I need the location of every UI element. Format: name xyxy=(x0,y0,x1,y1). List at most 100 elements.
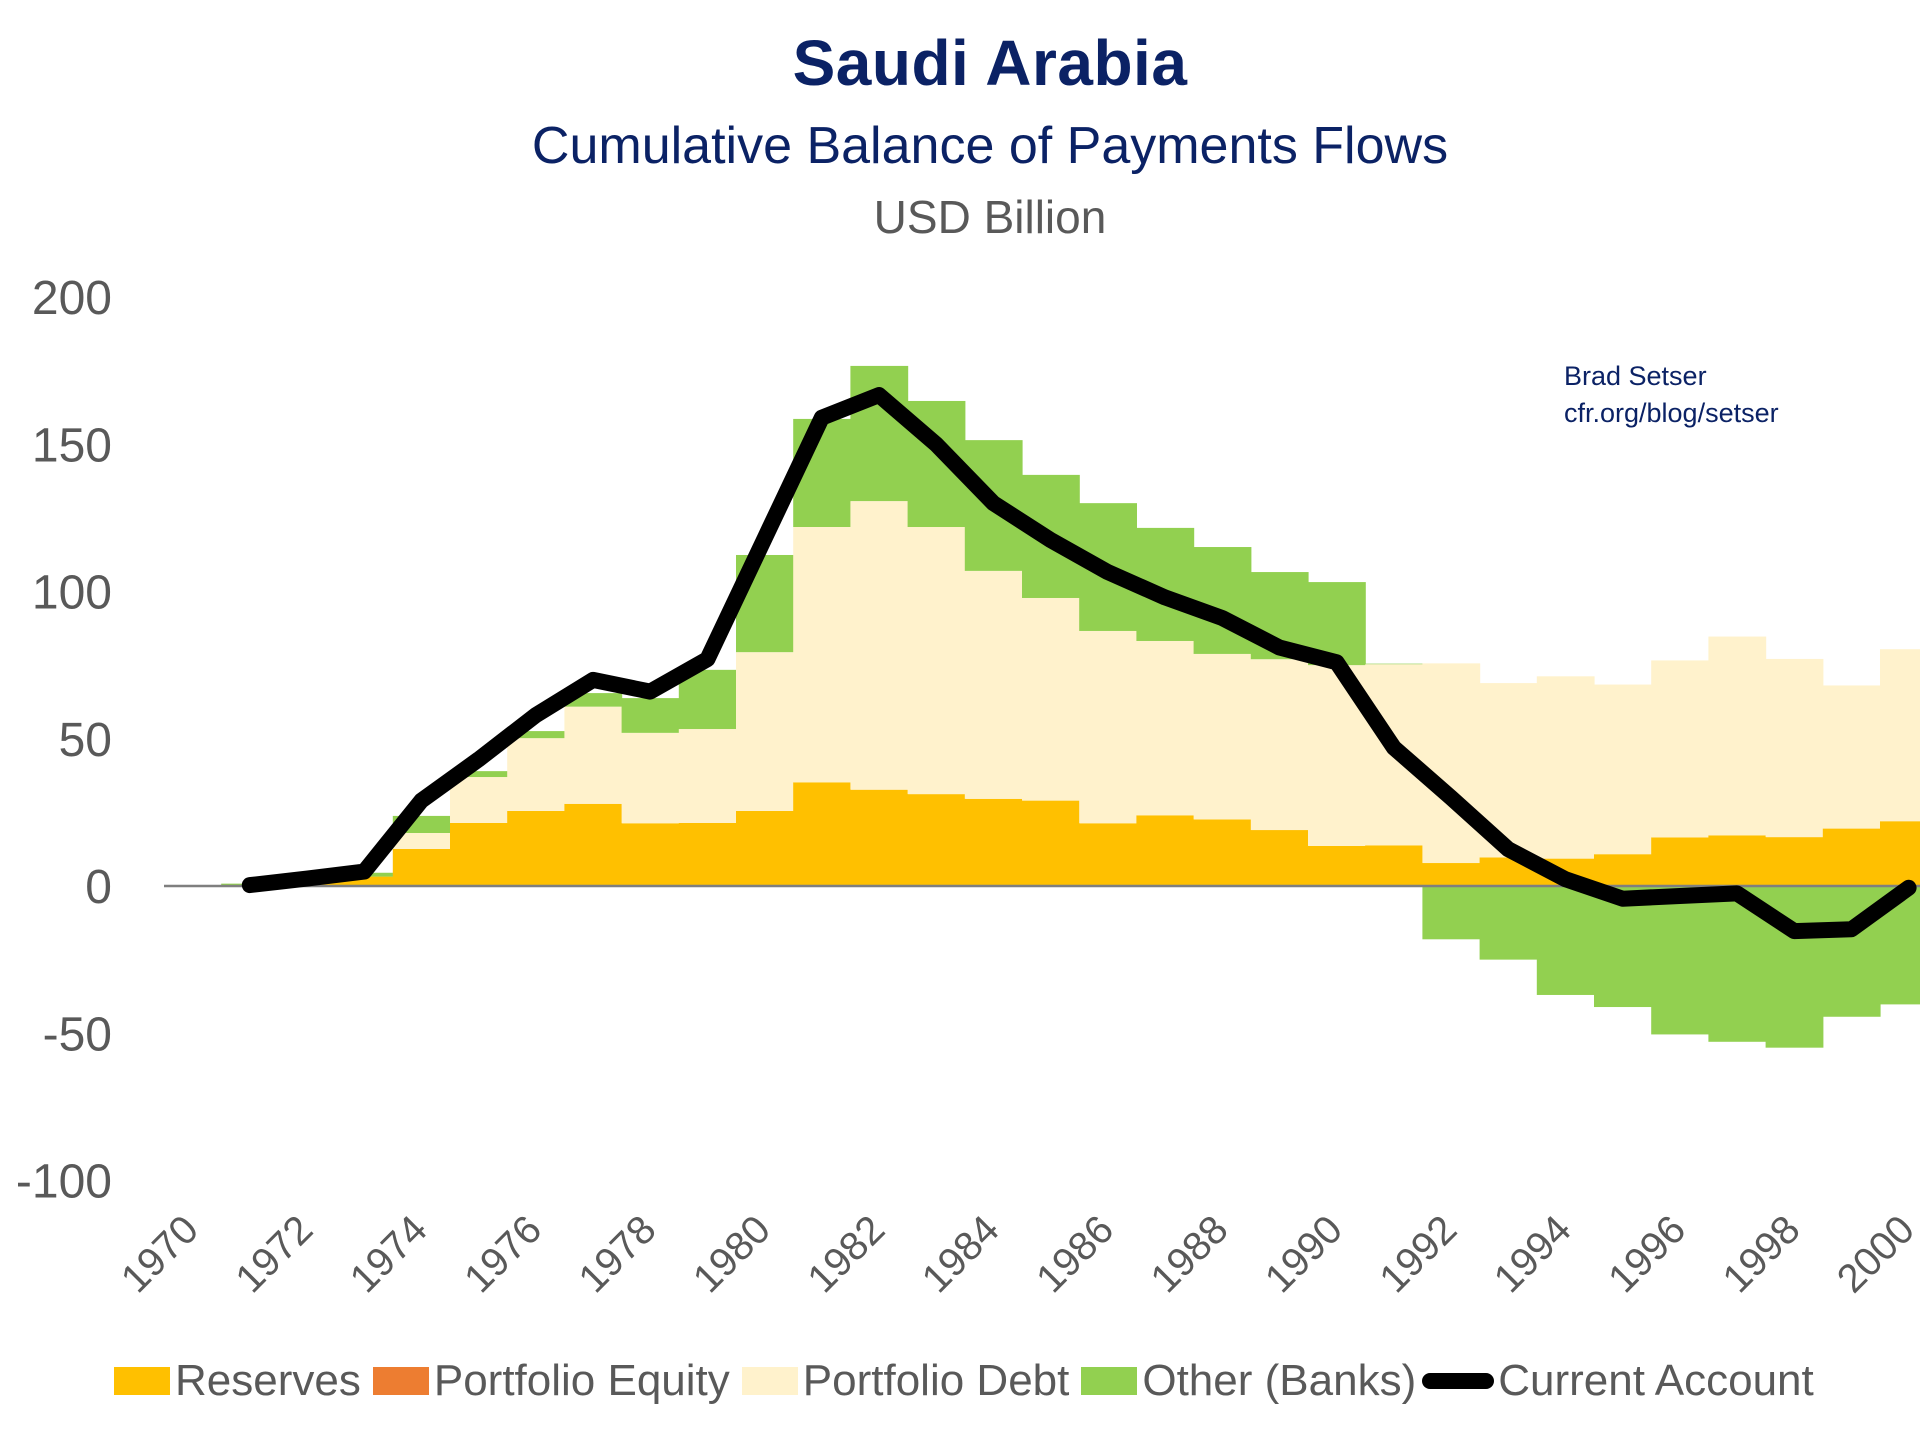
y-axis: 200 150 100 50 0 -50 -100 xyxy=(16,272,112,1209)
bar-reserves-1975 xyxy=(450,822,508,886)
legend-item-portfolio-debt[interactable]: Portfolio Debt xyxy=(741,1356,1070,1406)
y-tick-label: 100 xyxy=(32,567,112,620)
current-account-line xyxy=(241,387,1917,940)
x-axis: 1970 1972 1974 1976 1978 1980 1982 1984 1986 1988… xyxy=(113,1207,1920,1301)
bar-reserves-1974 xyxy=(392,848,451,886)
bar-reserves-1987 xyxy=(1136,815,1195,886)
legend-item-other-banks[interactable]: Other (Banks) xyxy=(1081,1356,1416,1406)
bar-reserves-1981 xyxy=(793,782,851,886)
bar-other-banks-1979 xyxy=(678,669,737,730)
chart-units: USD Billion xyxy=(873,191,1107,243)
x-tick-label: 1980 xyxy=(685,1207,779,1301)
bar-portfolio-debt-1984 xyxy=(964,570,1023,799)
bar-portfolio-debt-1987 xyxy=(1136,640,1195,816)
bar-reserves-1986 xyxy=(1079,823,1137,886)
bars-layer xyxy=(221,365,1920,1048)
x-tick-label: 1974 xyxy=(342,1207,436,1301)
legend-item-portfolio-equity[interactable]: Portfolio Equity xyxy=(372,1356,730,1406)
bar-reserves-1997 xyxy=(1708,835,1767,886)
current-account-layer xyxy=(241,387,1917,940)
bar-reserves-1990 xyxy=(1308,845,1366,886)
legend-swatch-reserves xyxy=(114,1367,170,1395)
bar-portfolio-debt-2000 xyxy=(1880,649,1920,822)
bar-other-banks-1975 xyxy=(450,771,508,778)
legend-label: Portfolio Equity xyxy=(433,1356,730,1405)
bar-other-banks-1993 xyxy=(1479,886,1538,960)
bar-portfolio-debt-1998 xyxy=(1765,658,1824,838)
legend-label: Current Account xyxy=(1498,1356,1814,1405)
x-tick-label: 1988 xyxy=(1143,1207,1237,1301)
bar-reserves-1991 xyxy=(1365,845,1423,886)
legend-label: Reserves xyxy=(175,1356,361,1405)
bar-reserves-1999 xyxy=(1822,828,1881,886)
y-tick-label: 0 xyxy=(85,861,112,914)
bar-reserves-1980 xyxy=(736,810,794,886)
x-tick-label: 1970 xyxy=(113,1207,207,1301)
bar-portfolio-debt-1985 xyxy=(1022,597,1080,801)
legend-swatch-portfolio-debt xyxy=(741,1367,798,1395)
credit-url: cfr.org/blog/setser xyxy=(1564,398,1779,428)
bar-reserves-1983 xyxy=(907,794,966,886)
bar-portfolio-debt-1995 xyxy=(1594,684,1652,855)
x-tick-label: 1998 xyxy=(1715,1207,1809,1301)
bar-portfolio-debt-1988 xyxy=(1193,653,1252,820)
y-tick-label: -50 xyxy=(43,1008,112,1061)
x-tick-label: 1982 xyxy=(799,1207,893,1301)
bar-portfolio-debt-1977 xyxy=(564,706,623,804)
bar-portfolio-debt-1997 xyxy=(1708,636,1767,836)
legend-swatch-other-banks xyxy=(1081,1367,1138,1395)
x-tick-label: 1990 xyxy=(1257,1207,1351,1301)
bar-portfolio-debt-1983 xyxy=(907,527,966,795)
bar-reserves-1992 xyxy=(1422,863,1481,886)
bar-portfolio-debt-1976 xyxy=(507,738,565,811)
bar-reserves-1989 xyxy=(1250,830,1309,886)
bar-portfolio-debt-1979 xyxy=(678,729,737,823)
y-tick-label: 50 xyxy=(59,714,112,767)
bar-reserves-1988 xyxy=(1193,819,1252,886)
legend-label: Other (Banks) xyxy=(1142,1356,1417,1405)
y-tick-label: 150 xyxy=(32,419,112,472)
bar-other-banks-1996 xyxy=(1651,886,1709,1035)
bar-portfolio-debt-1989 xyxy=(1250,659,1309,831)
bar-portfolio-debt-1980 xyxy=(736,652,794,811)
bar-reserves-1998 xyxy=(1765,837,1824,886)
chart-title: Saudi Arabia xyxy=(792,27,1188,99)
bar-other-banks-1992 xyxy=(1422,886,1481,940)
bar-other-banks-1978 xyxy=(621,698,680,733)
bar-portfolio-debt-1974 xyxy=(392,832,451,849)
x-tick-label: 2000 xyxy=(1829,1207,1920,1301)
x-tick-label: 1972 xyxy=(227,1207,321,1301)
x-tick-label: 1976 xyxy=(456,1207,550,1301)
legend-item-reserves[interactable]: Reserves xyxy=(114,1356,361,1406)
bar-portfolio-debt-1996 xyxy=(1651,660,1709,838)
x-tick-label: 1978 xyxy=(571,1207,665,1301)
bar-reserves-1982 xyxy=(850,789,909,886)
bar-reserves-1978 xyxy=(621,823,680,886)
x-tick-label: 1986 xyxy=(1028,1207,1122,1301)
legend: Reserves Portfolio Equity Portfolio Debt… xyxy=(114,1356,1826,1406)
y-tick-label: -100 xyxy=(16,1156,112,1209)
bar-reserves-1977 xyxy=(564,803,623,886)
bar-portfolio-debt-1992 xyxy=(1422,663,1481,864)
bar-other-banks-1991 xyxy=(1365,663,1423,665)
bar-portfolio-debt-1975 xyxy=(450,777,508,823)
bar-reserves-1976 xyxy=(507,810,565,886)
bar-reserves-1973 xyxy=(335,876,394,886)
bar-reserves-1985 xyxy=(1022,800,1080,887)
bar-reserves-1995 xyxy=(1594,854,1652,886)
bar-other-banks-1976 xyxy=(507,731,565,739)
legend-label: Portfolio Debt xyxy=(802,1356,1070,1405)
bar-reserves-1979 xyxy=(678,822,737,886)
y-tick-label: 200 xyxy=(32,272,112,325)
bar-portfolio-debt-1978 xyxy=(621,732,680,824)
bar-portfolio-debt-1999 xyxy=(1822,685,1881,829)
bar-portfolio-debt-1981 xyxy=(793,527,851,783)
x-tick-label: 1996 xyxy=(1600,1207,1694,1301)
x-tick-label: 1984 xyxy=(914,1207,1008,1301)
bar-other-banks-1994 xyxy=(1536,886,1595,995)
legend-item-current-account[interactable]: Current Account xyxy=(1422,1356,1814,1406)
credit-author: Brad Setser xyxy=(1564,361,1707,391)
bar-portfolio-debt-1986 xyxy=(1079,630,1137,824)
x-tick-label: 1992 xyxy=(1371,1207,1465,1301)
